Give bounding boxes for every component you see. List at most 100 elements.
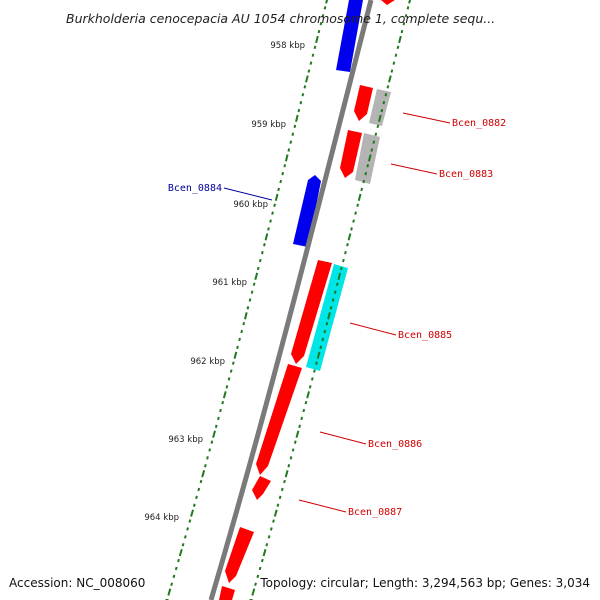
tick-left-38 [248,298,252,302]
gene-arrow-bcen0882[interactable] [354,85,373,121]
tick-right-72 [258,566,262,571]
tick-right-54 [298,424,301,429]
tick-left-56 [210,440,214,444]
tick-left-74 [170,582,174,586]
gene-labels: Bcen_0882 Bcen_0883 Bcen_0884 Bcen_0885 … [168,118,506,518]
tick-left-21 [283,164,287,168]
cyan-feature-bcen0885[interactable] [306,264,348,371]
tick-right-31 [346,243,349,247]
scale-labels: 958 kbp 959 kbp 960 kbp 961 kbp 962 kbp … [144,41,305,523]
tick-right-21 [366,164,370,168]
tick-left-60 [201,470,206,478]
tick-right-71 [260,558,264,563]
tick-left-20 [284,154,289,162]
tick-right-15 [378,114,382,123]
tick-right-41 [325,321,329,326]
tick-left-63 [195,495,198,500]
tick-right-28 [352,219,355,223]
gene-label-bcen0883[interactable]: Bcen_0883 [439,169,493,180]
gene-arrow-bcen0885[interactable] [291,260,332,364]
tick-left-59 [204,464,207,468]
tick-right-35 [337,272,342,280]
tick-left-72 [174,566,178,571]
tick-left-73 [172,574,176,579]
tick-left-55 [212,430,216,438]
tick-right-45 [316,351,321,359]
tick-left-71 [177,558,180,563]
leader-bcen0887 [298,499,347,513]
tick-right-55 [295,430,300,438]
scale-label-960: 960 kbp [233,200,268,210]
tick-left-42 [240,329,244,334]
tick-right-36 [335,282,339,286]
tick-right-74 [254,582,257,586]
tick-right-67 [269,527,273,531]
tick-right-64 [276,503,280,507]
tick-left-70 [178,549,183,557]
tick-right-9 [390,69,394,73]
gene-label-bcen0886[interactable]: Bcen_0886 [368,439,422,450]
leader-bcen0883 [390,163,438,175]
tick-left-50 [222,391,227,399]
gene-arrow-lower-red[interactable] [225,527,254,583]
gene-arrow-top-red[interactable] [381,0,395,5]
gene-label-bcen0887[interactable]: Bcen_0887 [348,507,402,518]
tick-right-34 [340,266,343,271]
tick-left-35 [254,272,259,280]
tick-right-58 [289,456,293,460]
tick-right-3 [402,21,406,26]
gene-arrow-top-blue[interactable] [336,0,363,72]
tick-right-26 [356,203,359,207]
tick-right-4 [400,29,404,34]
gene-arrow-bcen0887[interactable] [252,476,271,500]
tick-right-1 [406,6,410,10]
map-title: Burkholderia cenocepacia AU 1054 chromos… [66,11,495,26]
tick-left-40 [244,312,248,320]
tick-left-44 [236,345,239,350]
tick-left-66 [188,519,192,523]
tick-left-5 [315,35,319,44]
tick-left-29 [267,227,270,231]
gene-arrow-bcen0883[interactable] [340,130,362,178]
leader-bcen0885 [349,322,397,336]
tick-left-37 [250,290,254,294]
tick-right-19 [370,148,374,152]
tick-left-67 [186,527,189,531]
gray-feature-bcen0883[interactable] [355,133,380,184]
tick-left-3 [319,21,323,26]
tick-left-47 [229,369,233,373]
tick-left-61 [199,479,203,484]
tick-right-53 [300,416,304,421]
leader-bcen0886 [319,431,367,445]
tick-left-26 [273,203,276,207]
tick-right-66 [272,519,275,523]
accession-text: Accession: NC_008060 [9,576,145,590]
tick-right-52 [302,408,306,413]
gene-features [219,0,395,600]
scale-ticks-right [249,0,412,600]
gene-label-bcen0885[interactable]: Bcen_0885 [398,330,452,341]
gene-arrow-bcen0884[interactable] [293,175,321,247]
tick-left-15 [295,114,299,123]
tick-left-16 [293,124,297,129]
gray-feature-bcen0882[interactable] [369,89,391,126]
tick-right-10 [388,75,392,83]
tick-right-63 [278,495,282,500]
tick-left-10 [305,75,309,83]
gene-leader-lines [223,112,451,513]
tick-left-8 [309,61,313,65]
tick-left-39 [246,306,250,310]
tick-left-41 [242,321,246,326]
scale-label-963: 963 kbp [168,435,203,445]
tick-right-2 [404,14,408,18]
gene-label-bcen0884[interactable]: Bcen_0884 [168,183,222,194]
gene-label-bcen0882[interactable]: Bcen_0882 [452,118,506,129]
tick-left-30 [264,233,269,241]
tick-left-31 [263,243,266,247]
tick-left-43 [238,337,241,342]
gene-arrow-bottom-red[interactable] [219,586,235,600]
tick-right-73 [256,574,260,579]
gene-arrow-bcen0886[interactable] [256,364,302,475]
tick-left-36 [252,282,256,286]
